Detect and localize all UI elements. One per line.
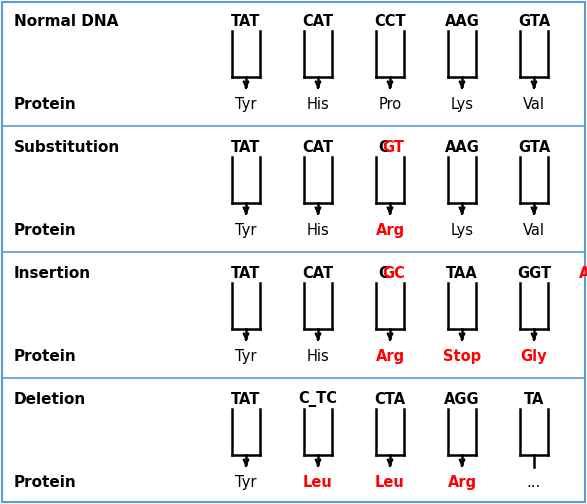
Text: AAG: AAG bbox=[444, 140, 480, 155]
Text: GC: GC bbox=[382, 266, 404, 281]
Text: Arg: Arg bbox=[376, 349, 404, 364]
Text: Tyr: Tyr bbox=[235, 475, 257, 490]
Text: CAT: CAT bbox=[302, 266, 333, 281]
Text: Protein: Protein bbox=[14, 97, 77, 112]
Text: TAA: TAA bbox=[446, 266, 478, 281]
Text: GGT: GGT bbox=[517, 266, 551, 281]
Text: Val: Val bbox=[523, 97, 545, 112]
Text: AGG: AGG bbox=[444, 392, 480, 407]
Text: Lys: Lys bbox=[450, 97, 474, 112]
Text: C: C bbox=[378, 266, 389, 281]
Text: Arg: Arg bbox=[376, 223, 404, 238]
Text: A: A bbox=[579, 266, 587, 281]
Text: Gly: Gly bbox=[521, 349, 547, 364]
Text: Arg: Arg bbox=[447, 475, 477, 490]
Text: His: His bbox=[306, 223, 329, 238]
Text: CAT: CAT bbox=[302, 140, 333, 155]
Text: Deletion: Deletion bbox=[14, 392, 86, 407]
Text: TAT: TAT bbox=[231, 266, 261, 281]
Text: Protein: Protein bbox=[14, 223, 77, 238]
Text: GTA: GTA bbox=[518, 14, 550, 29]
Text: Tyr: Tyr bbox=[235, 223, 257, 238]
Text: Pro: Pro bbox=[379, 97, 402, 112]
Text: Leu: Leu bbox=[375, 475, 405, 490]
Text: TAT: TAT bbox=[231, 14, 261, 29]
Text: Stop: Stop bbox=[443, 349, 481, 364]
Text: GTA: GTA bbox=[518, 140, 550, 155]
Text: TA: TA bbox=[524, 392, 544, 407]
Text: His: His bbox=[306, 349, 329, 364]
Text: ...: ... bbox=[527, 475, 541, 490]
Text: Protein: Protein bbox=[14, 475, 77, 490]
Text: Protein: Protein bbox=[14, 349, 77, 364]
Text: TAT: TAT bbox=[231, 392, 261, 407]
Text: Substitution: Substitution bbox=[14, 140, 120, 155]
Text: Val: Val bbox=[523, 223, 545, 238]
Text: Insertion: Insertion bbox=[14, 266, 91, 281]
Text: Lys: Lys bbox=[450, 223, 474, 238]
Text: GT: GT bbox=[382, 140, 404, 155]
Text: CCT: CCT bbox=[374, 14, 406, 29]
Text: Normal DNA: Normal DNA bbox=[14, 14, 119, 29]
Text: AAG: AAG bbox=[444, 14, 480, 29]
Text: Tyr: Tyr bbox=[235, 97, 257, 112]
Text: TAT: TAT bbox=[231, 140, 261, 155]
Text: CTA: CTA bbox=[375, 392, 406, 407]
Text: C_TC: C_TC bbox=[299, 392, 338, 407]
Text: Leu: Leu bbox=[303, 475, 333, 490]
Text: Tyr: Tyr bbox=[235, 349, 257, 364]
Text: CAT: CAT bbox=[302, 14, 333, 29]
Text: C: C bbox=[378, 140, 389, 155]
Text: His: His bbox=[306, 97, 329, 112]
